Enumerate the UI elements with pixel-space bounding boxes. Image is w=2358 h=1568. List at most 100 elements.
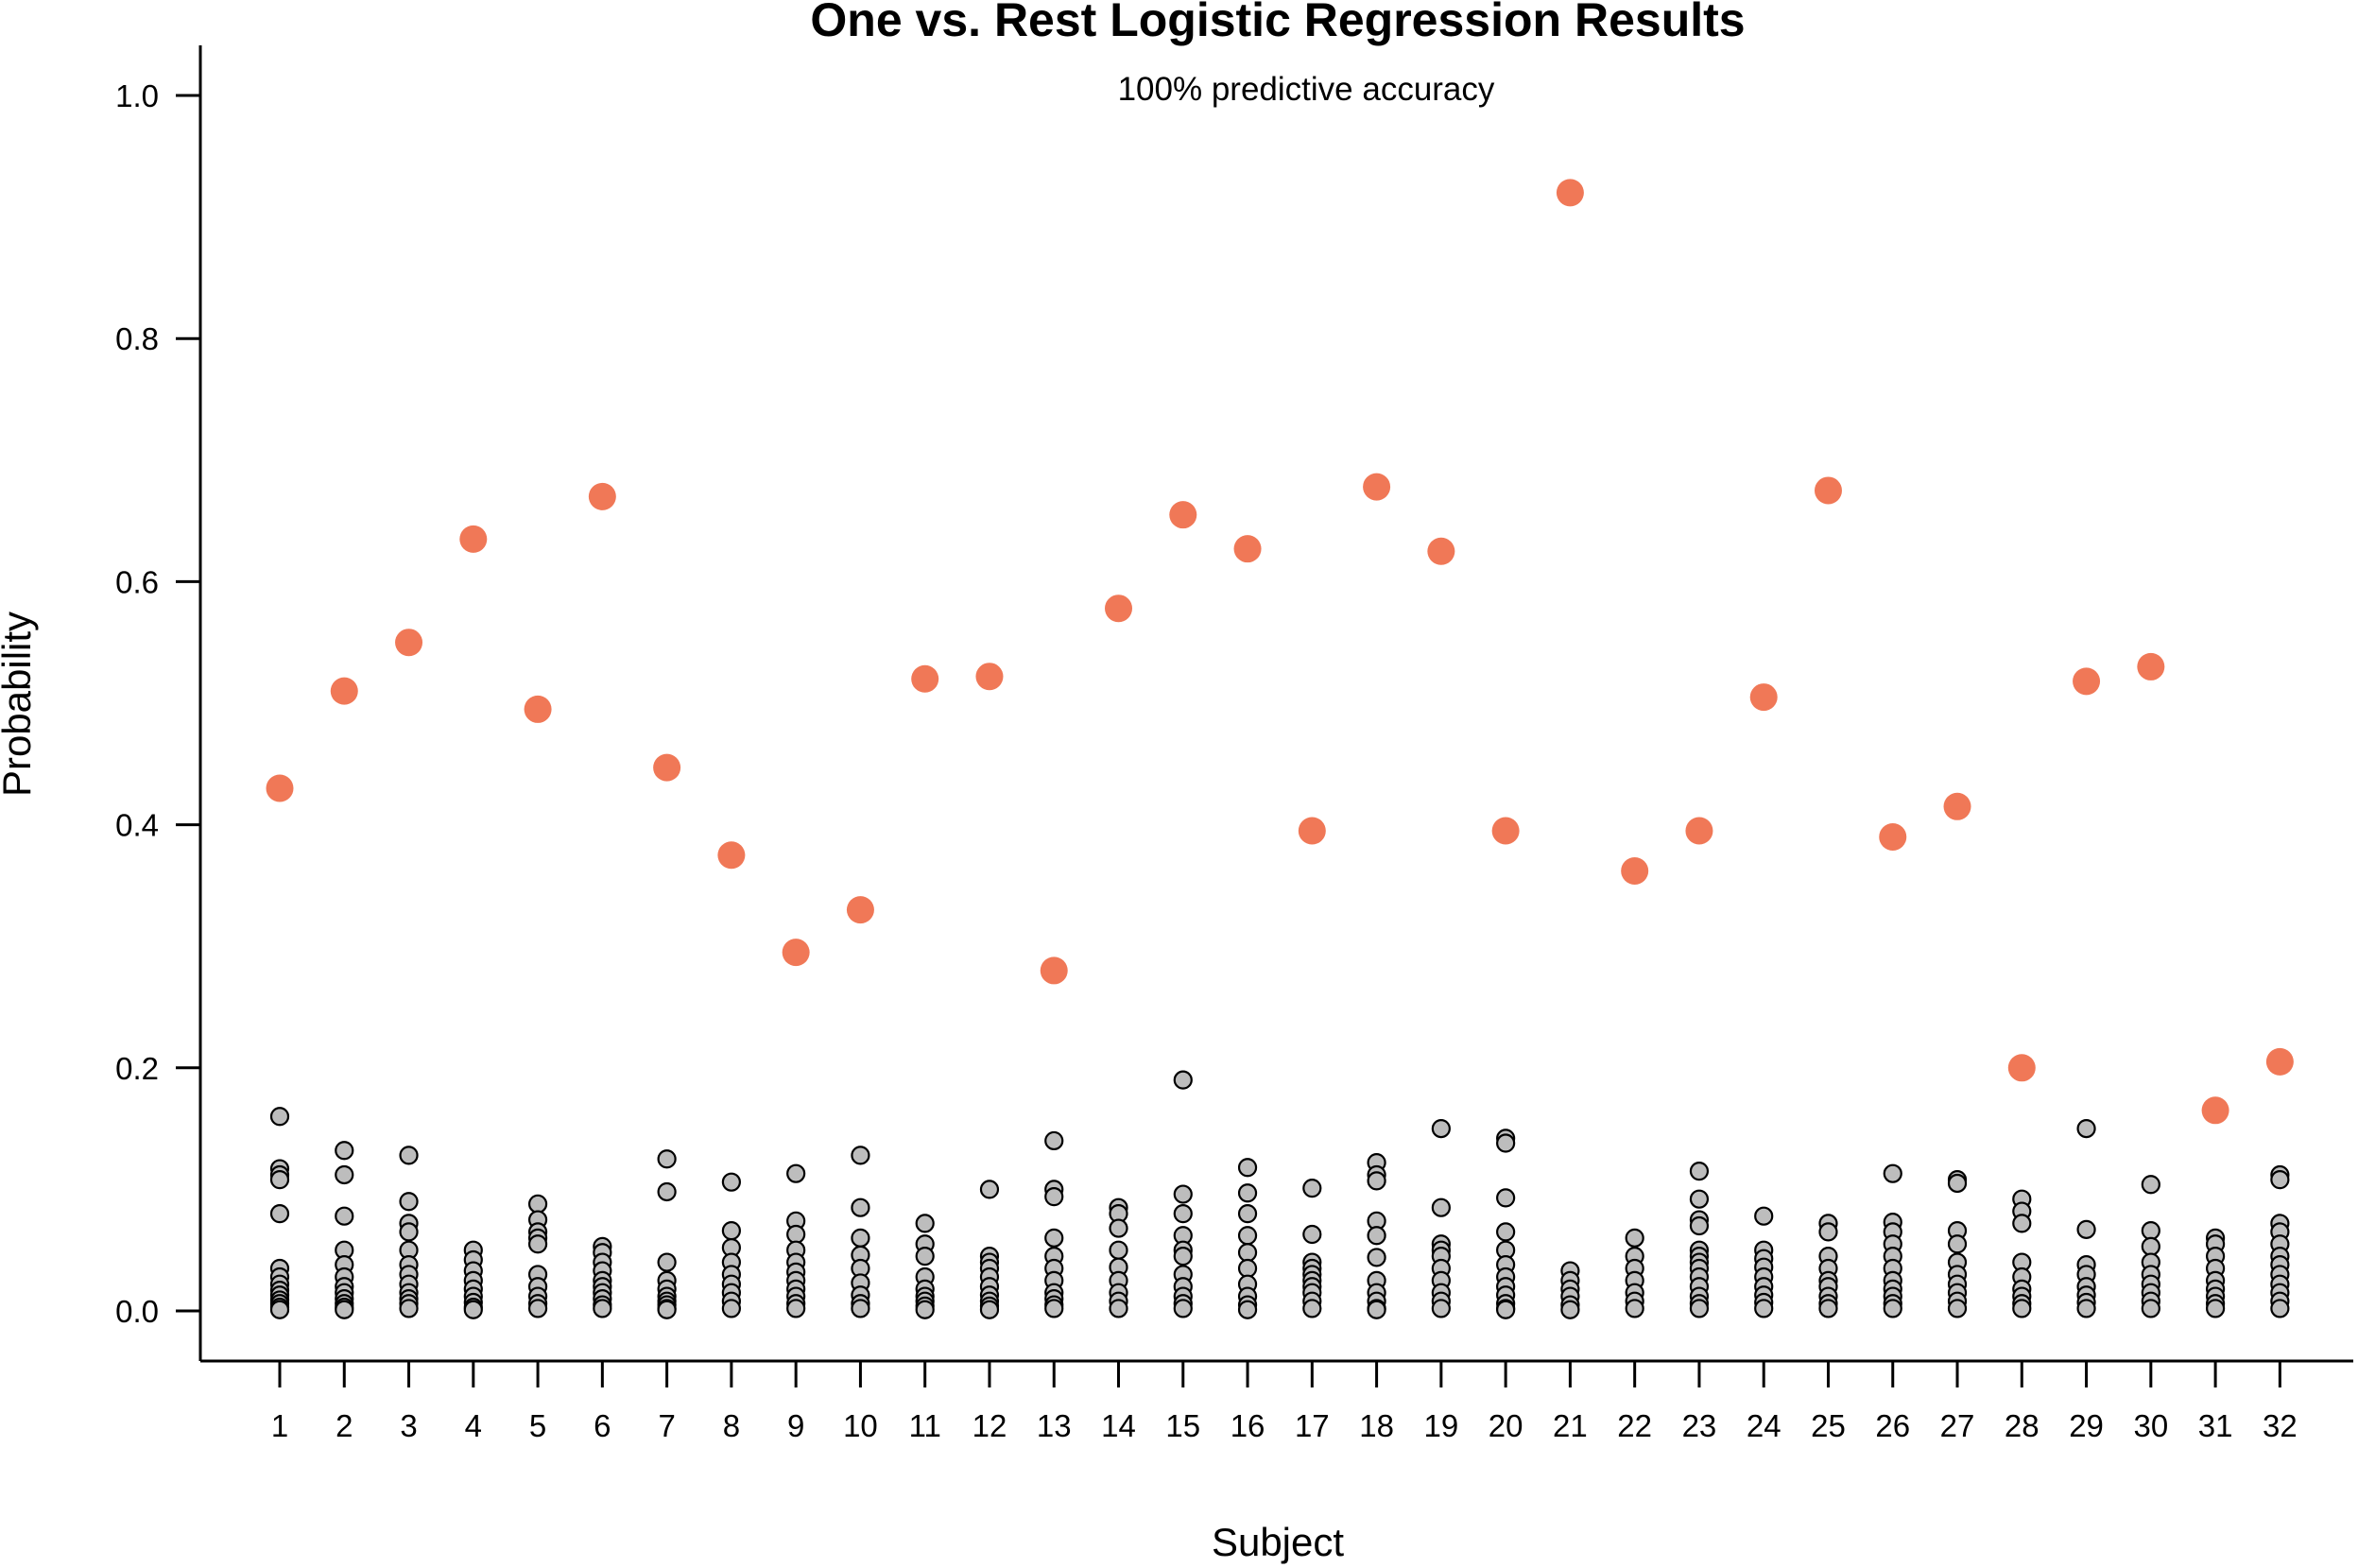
chart-subtitle: 100% predictive accuracy — [1118, 71, 1495, 108]
correct-class-point — [1363, 473, 1391, 501]
correct-class-point — [459, 525, 488, 553]
x-tick-label: 23 — [1682, 1408, 1717, 1443]
other-class-point — [1109, 1218, 1128, 1238]
other-class-point — [979, 1300, 1000, 1319]
other-class-point — [1044, 1130, 1064, 1151]
other-class-point — [269, 1170, 290, 1190]
other-class-point — [1689, 1189, 1710, 1209]
other-class-point — [915, 1300, 935, 1319]
x-tick-label: 18 — [1359, 1408, 1394, 1443]
other-class-point — [1754, 1299, 1774, 1318]
x-tick-label: 10 — [843, 1408, 878, 1443]
y-tick-label: 1.0 — [115, 78, 159, 113]
other-class-point — [1883, 1299, 1902, 1318]
other-class-point — [1496, 1133, 1516, 1153]
other-class-point — [1302, 1299, 1322, 1318]
other-class-point — [527, 1234, 548, 1254]
other-class-point — [2076, 1299, 2096, 1318]
x-tick-label: 29 — [2069, 1408, 2104, 1443]
other-class-point — [527, 1299, 548, 1318]
correct-class-points — [266, 179, 2294, 1125]
other-class-point — [721, 1172, 741, 1192]
correct-class-point — [1298, 817, 1326, 845]
other-class-point — [721, 1221, 741, 1241]
correct-class-point — [717, 841, 746, 870]
other-class-point — [269, 1300, 290, 1319]
correct-class-point — [1169, 501, 1197, 529]
correct-class-point — [2201, 1096, 2229, 1125]
other-class-point — [1302, 1179, 1322, 1198]
other-class-point — [2012, 1299, 2032, 1318]
other-class-point — [1237, 1243, 1258, 1263]
correct-class-point — [1749, 683, 1778, 712]
other-class-point — [1560, 1300, 1580, 1319]
other-class-point — [1367, 1300, 1386, 1319]
x-tick-label: 26 — [1875, 1408, 1910, 1443]
other-class-point — [335, 1206, 354, 1226]
other-class-point — [1367, 1171, 1386, 1191]
x-tick-label: 6 — [594, 1408, 611, 1443]
other-class-point — [1367, 1248, 1386, 1267]
other-class-point — [979, 1180, 1000, 1199]
other-class-point — [1818, 1299, 1838, 1318]
correct-class-point — [911, 664, 939, 693]
other-class-point — [1237, 1158, 1258, 1178]
other-class-point — [1431, 1299, 1451, 1318]
other-class-point — [2206, 1299, 2226, 1318]
x-tick-label: 4 — [465, 1408, 482, 1443]
correct-class-point — [1040, 956, 1068, 985]
other-class-point — [657, 1149, 677, 1169]
other-class-point — [399, 1146, 419, 1165]
x-tick-label: 20 — [1489, 1408, 1523, 1443]
other-class-point — [851, 1299, 870, 1318]
other-class-point — [657, 1300, 677, 1319]
other-class-point — [1947, 1234, 1968, 1254]
correct-class-point — [1427, 537, 1455, 565]
x-tick-label: 9 — [787, 1408, 804, 1443]
other-class-point — [1109, 1240, 1128, 1260]
x-tick-label: 12 — [972, 1408, 1007, 1443]
other-class-point — [786, 1163, 806, 1183]
other-class-point — [1947, 1173, 1968, 1194]
other-class-point — [1109, 1299, 1128, 1318]
correct-class-point — [1879, 822, 1907, 851]
correct-class-point — [1233, 535, 1262, 563]
other-class-point — [1044, 1228, 1064, 1248]
other-class-point — [851, 1228, 870, 1248]
other-class-point — [399, 1299, 419, 1318]
other-class-point — [851, 1198, 870, 1217]
correct-class-point — [1491, 817, 1520, 845]
other-class-point — [1818, 1222, 1838, 1242]
other-class-point — [851, 1146, 870, 1165]
y-tick-label: 0.6 — [115, 564, 159, 599]
x-tick-label: 25 — [1811, 1408, 1846, 1443]
x-tick-label: 31 — [2198, 1408, 2233, 1443]
y-tick-label: 0.4 — [115, 808, 159, 843]
axes: 0.00.20.40.60.81.01 2 3 4 5 6 7 8 9 10 11 12 13 14 15 1… — [115, 45, 2353, 1443]
x-tick-label: 17 — [1295, 1408, 1330, 1443]
other-class-point — [1947, 1299, 1968, 1318]
other-class-point — [2141, 1299, 2160, 1318]
other-class-point — [1689, 1215, 1710, 1236]
x-tick-label: 28 — [2005, 1408, 2040, 1443]
other-class-point — [335, 1164, 354, 1185]
correct-class-point — [1556, 179, 1584, 207]
correct-class-point — [1105, 594, 1133, 623]
other-class-point — [1625, 1228, 1644, 1248]
other-class-point — [1302, 1224, 1322, 1245]
other-class-point — [593, 1299, 612, 1318]
correct-class-point — [2073, 667, 2101, 696]
correct-class-point — [2007, 1054, 2036, 1082]
correct-class-point — [588, 482, 616, 510]
other-class-point — [786, 1224, 806, 1245]
other-class-point — [2141, 1236, 2160, 1256]
correct-class-point — [782, 939, 810, 967]
x-tick-label: 21 — [1553, 1408, 1588, 1443]
other-class-point — [269, 1204, 290, 1224]
other-class-point — [1044, 1299, 1064, 1318]
other-class-point — [1173, 1184, 1193, 1204]
other-class-point — [2012, 1214, 2032, 1233]
y-tick-label: 0.0 — [115, 1294, 159, 1329]
x-tick-label: 3 — [400, 1408, 417, 1443]
